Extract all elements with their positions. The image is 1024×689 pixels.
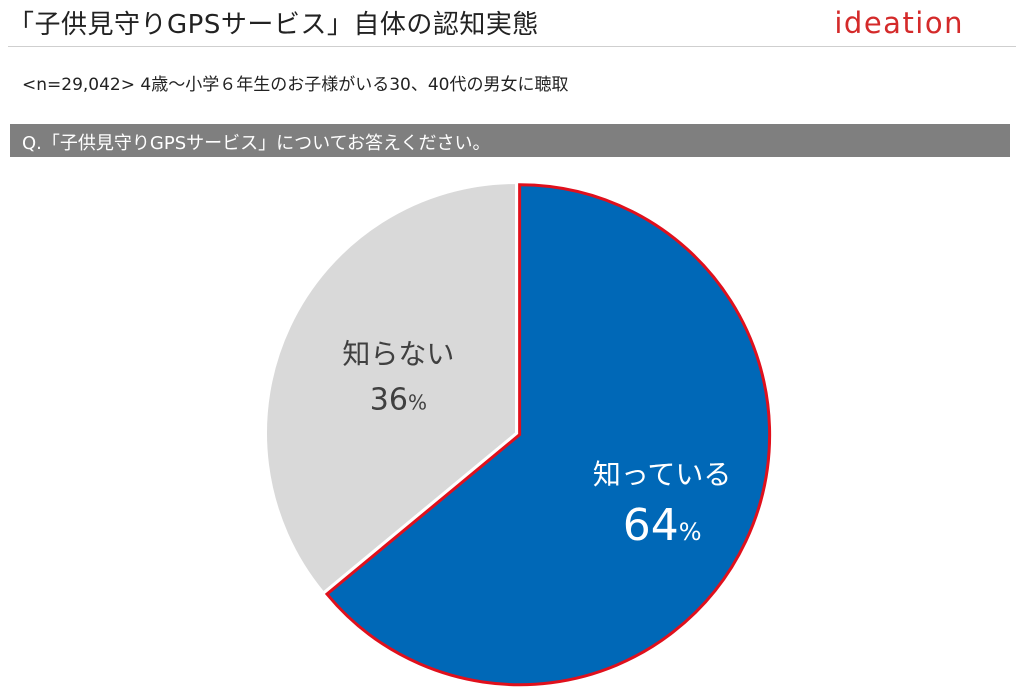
header-divider [8, 46, 1016, 47]
question-text: Q.「子供見守りGPSサービス」についてお答えください。 [22, 133, 491, 154]
pie-slice-unknown [265, 181, 517, 594]
slice-value-known-number: 64 [623, 500, 679, 551]
slice-value-unknown: 36% [370, 383, 427, 418]
slice-value-unknown-number: 36 [370, 383, 408, 418]
slice-value-known: 64% [623, 500, 702, 551]
sample-description: <n=29,042> 4歳〜小学６年生のお子様がいる30、40代の男女に聴取 [22, 75, 569, 95]
slice-value-known-unit: % [679, 518, 702, 546]
question-bar: Q.「子供見守りGPSサービス」についてお答えください。 [10, 124, 1010, 157]
page-title: 「子供見守りGPSサービス」自体の認知実態 [8, 10, 539, 40]
pie-slice-known [324, 183, 772, 687]
slice-label-known: 知っている [593, 458, 732, 491]
slice-value-unknown-unit: % [408, 391, 427, 415]
ideation-logo: ideation [834, 6, 964, 40]
slice-label-unknown: 知らない [342, 338, 454, 371]
